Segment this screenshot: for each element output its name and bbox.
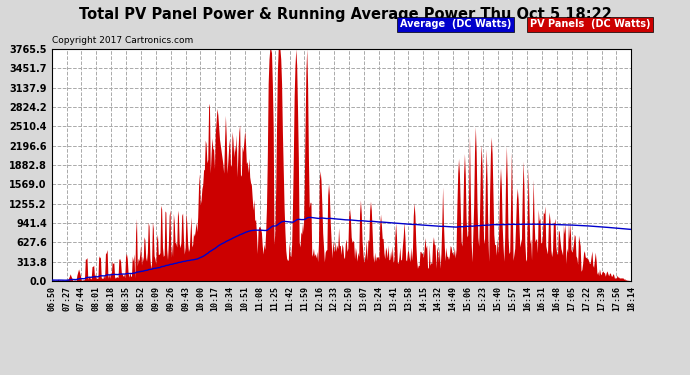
Text: Total PV Panel Power & Running Average Power Thu Oct 5 18:22: Total PV Panel Power & Running Average P… xyxy=(79,8,611,22)
Text: Copyright 2017 Cartronics.com: Copyright 2017 Cartronics.com xyxy=(52,36,194,45)
Text: PV Panels  (DC Watts): PV Panels (DC Watts) xyxy=(530,20,650,29)
Text: Average  (DC Watts): Average (DC Watts) xyxy=(400,20,511,29)
